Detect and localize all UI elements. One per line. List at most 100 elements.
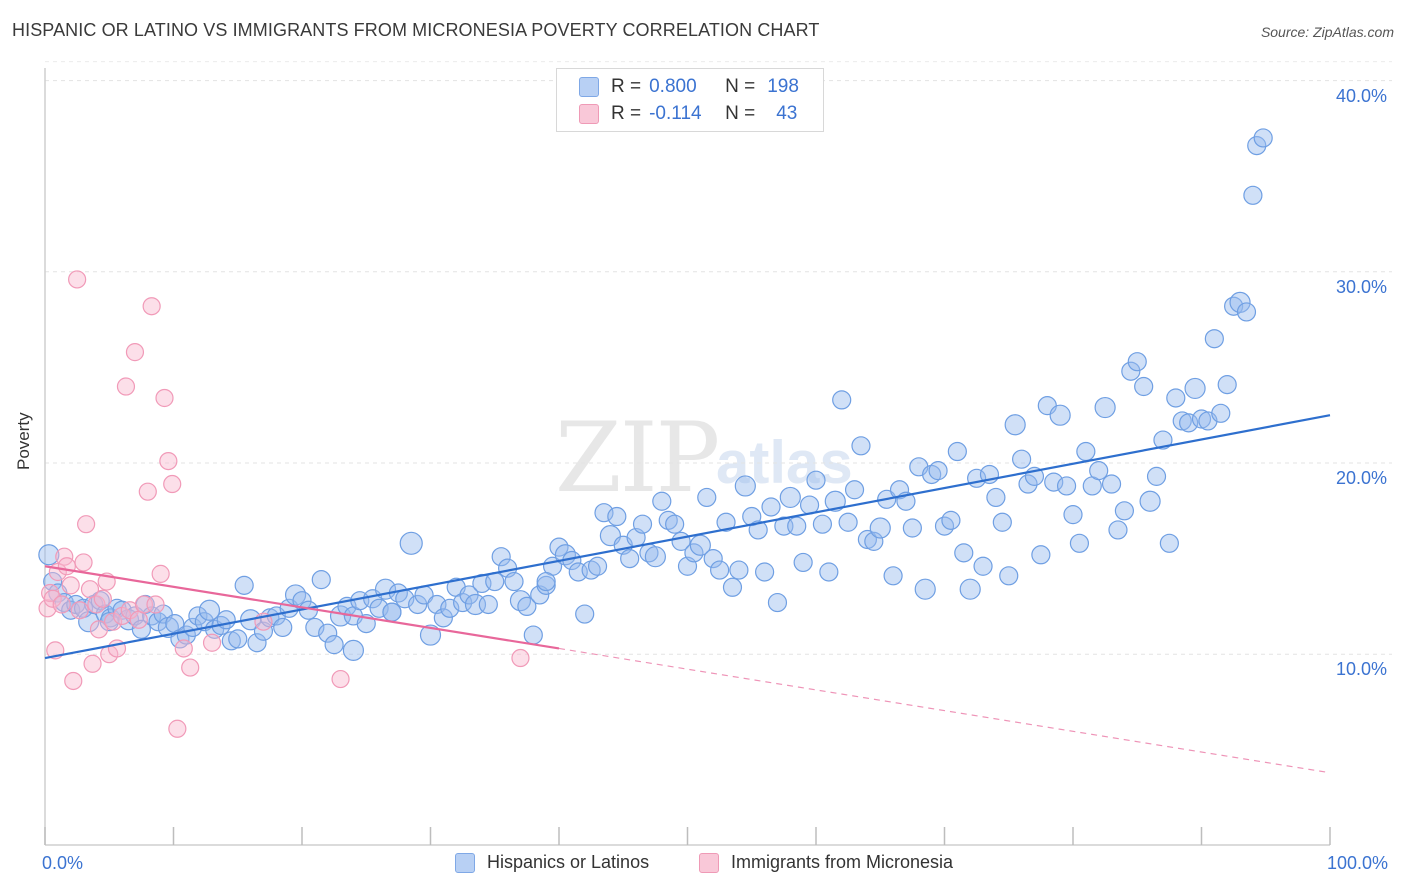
data-point-hispanics <box>1217 375 1237 395</box>
data-point-hispanics <box>928 461 948 481</box>
data-point-hispanics <box>234 575 254 595</box>
y-tick-label-20: 20.0% <box>1336 468 1388 488</box>
data-point-hispanics <box>311 570 331 590</box>
bottom-legend-hispanics: Hispanics or Latinos <box>455 852 649 873</box>
legend-swatch-pink <box>579 104 599 124</box>
data-point-micronesia <box>146 595 165 614</box>
legend-n-label: N = <box>725 76 756 97</box>
data-point-micronesia <box>83 654 102 673</box>
legend-r-label: R = <box>611 76 642 97</box>
data-point-hispanics <box>665 514 685 534</box>
data-point-hispanics <box>491 547 511 567</box>
data-point-hispanics <box>620 548 640 569</box>
data-point-hispanics <box>1247 136 1267 156</box>
bottom-legend-label-micronesia: Immigrants from Micronesia <box>731 852 954 872</box>
bottom-legend-swatch-pink <box>699 852 719 873</box>
data-point-hispanics <box>986 487 1006 508</box>
series-hispanics-points <box>38 128 1273 661</box>
data-point-micronesia <box>155 388 174 408</box>
x-tick-label-100: 100.0% <box>1327 853 1389 873</box>
legend-r-label: R = <box>611 103 642 124</box>
chart-title: HISPANIC OR LATINO VS IMMIGRANTS FROM MI… <box>12 20 820 40</box>
legend-r-value: -0.114 <box>649 103 702 124</box>
data-point-hispanics <box>1179 413 1199 433</box>
data-point-micronesia <box>57 557 76 576</box>
data-point-hispanics <box>1159 533 1179 553</box>
data-point-hispanics <box>838 512 858 532</box>
data-point-micronesia <box>93 589 112 608</box>
data-point-hispanics <box>779 486 801 509</box>
data-point-hispanics <box>632 514 653 534</box>
data-point-hispanics <box>1236 302 1257 322</box>
source-credit: Source: ZipAtlas.com <box>1260 24 1394 40</box>
data-point-hispanics <box>973 556 993 576</box>
data-point-micronesia <box>174 639 193 658</box>
data-point-micronesia <box>61 576 80 595</box>
data-point-micronesia <box>163 474 182 494</box>
trend-lines <box>44 414 1331 774</box>
data-point-hispanics <box>1018 474 1038 494</box>
data-point-hispanics <box>273 617 293 638</box>
bottom-legend-swatch-blue <box>455 852 475 873</box>
data-point-micronesia <box>181 658 200 677</box>
data-point-hispanics <box>1153 430 1173 450</box>
data-point-micronesia <box>129 610 148 629</box>
data-point-hispanics <box>889 480 910 500</box>
data-point-hispanics <box>38 544 60 566</box>
data-point-hispanics <box>819 562 839 582</box>
data-point-micronesia <box>104 612 123 631</box>
data-point-hispanics <box>959 578 981 600</box>
data-point-micronesia <box>138 482 157 501</box>
data-point-micronesia <box>125 343 145 362</box>
data-point-hispanics <box>1211 403 1231 423</box>
data-point-hispanics <box>729 560 749 580</box>
correlation-legend: R = 0.800 N = 198 R = -0.114 N = 43 <box>556 68 824 132</box>
data-point-hispanics <box>1101 474 1122 494</box>
data-point-hispanics <box>587 556 608 576</box>
data-point-hispanics <box>1076 441 1096 462</box>
data-point-micronesia <box>89 620 109 639</box>
data-point-hispanics <box>1044 472 1064 492</box>
data-point-micronesia <box>142 297 161 316</box>
data-point-hispanics <box>914 578 936 600</box>
data-point-micronesia <box>331 669 350 689</box>
data-point-hispanics <box>1139 490 1161 512</box>
data-point-hispanics <box>433 608 453 628</box>
data-point-hispanics <box>697 487 717 508</box>
data-point-hispanics <box>1121 361 1141 381</box>
data-point-micronesia <box>168 719 187 738</box>
legend-n-label: N = <box>725 103 756 124</box>
legend-n-value: 43 <box>776 103 798 124</box>
data-point-hispanics <box>594 503 614 523</box>
bottom-legend-label-hispanics: Hispanics or Latinos <box>487 852 650 872</box>
trend-line-hispanics <box>44 414 1331 660</box>
y-tick-label-40: 40.0% <box>1336 86 1388 106</box>
legend-n-value: 198 <box>767 76 799 97</box>
data-point-hispanics <box>1184 377 1206 400</box>
data-point-hispanics <box>869 517 891 539</box>
legend-swatch-blue <box>579 77 599 97</box>
data-point-micronesia <box>74 553 93 572</box>
data-point-hispanics <box>478 594 498 615</box>
data-point-hispanics <box>1069 533 1090 553</box>
data-point-hispanics <box>1089 461 1109 481</box>
data-point-hispanics <box>1146 466 1167 486</box>
data-point-hispanics <box>369 598 389 618</box>
series-micronesia-points <box>38 270 530 738</box>
data-point-hispanics <box>824 490 846 512</box>
data-point-hispanics <box>1229 291 1251 313</box>
data-point-hispanics <box>1108 520 1128 540</box>
data-point-hispanics <box>228 629 248 649</box>
data-point-micronesia <box>64 671 83 691</box>
data-point-hispanics <box>954 543 974 563</box>
data-point-hispanics <box>1134 376 1154 397</box>
data-point-hispanics <box>722 577 743 597</box>
data-point-hispanics <box>793 552 813 573</box>
legend-row-micronesia: R = -0.114 N = 43 <box>579 102 797 126</box>
data-point-hispanics <box>851 436 871 456</box>
data-point-hispanics <box>710 560 730 580</box>
data-point-hispanics <box>1127 352 1147 372</box>
data-point-hispanics <box>1063 505 1083 525</box>
watermark-zip: ZIP <box>555 402 720 514</box>
data-point-micronesia <box>80 580 100 599</box>
